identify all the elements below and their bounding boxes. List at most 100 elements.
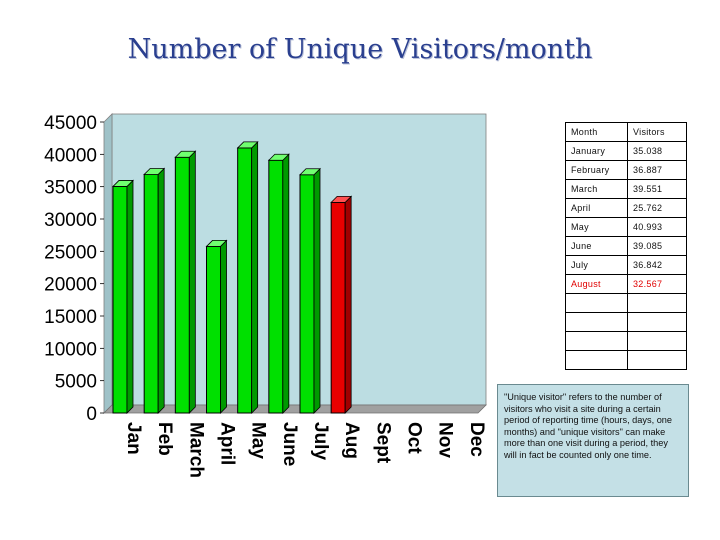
table-row [565, 350, 687, 370]
bar-top [174, 150, 197, 158]
bar-side [126, 179, 134, 414]
x-tick-label: Jan [123, 422, 144, 455]
bar-top [299, 168, 321, 176]
bar-top [330, 196, 353, 203]
y-tick-label: 45000 [44, 113, 97, 134]
y-axis-ticks: 45000 40000 35000 30000 25000 20000 15000 10000… [44, 113, 104, 425]
table-row [565, 293, 687, 313]
page-title: Number of Unique Visitors/month [127, 34, 593, 65]
table-header-row: Month Visitors [565, 122, 687, 142]
bar [236, 140, 259, 414]
table-cell: 39.085 [627, 236, 687, 256]
bar-top [112, 180, 134, 187]
x-tick-label: Oct [404, 422, 425, 454]
visitors-table: Month Visitors January 35.038 February 36.887… [565, 122, 687, 370]
bar-side [188, 150, 196, 414]
table-cell: 40.993 [627, 217, 687, 237]
table-cell: August [565, 274, 628, 294]
bar [267, 153, 290, 414]
table-cell: February [565, 160, 628, 180]
y-tick-label: 25000 [44, 242, 97, 263]
table-cell [565, 293, 628, 313]
table-cell: 32.567 [627, 274, 687, 294]
x-tick-label: Dec [466, 422, 487, 457]
table-cell: July [565, 255, 628, 275]
table-row: August 32.567 [565, 274, 687, 294]
table-cell [565, 350, 628, 370]
x-tick-label: May [248, 422, 269, 459]
bar-front [299, 174, 315, 414]
plot-side-wall [103, 113, 113, 414]
table-header-cell: Visitors [627, 122, 687, 142]
x-tick-label: March [185, 422, 206, 478]
bar-top [205, 240, 228, 247]
table-cell [627, 312, 687, 332]
plot-area [103, 113, 487, 414]
y-tick-label: 0 [86, 404, 97, 425]
bar-front [268, 159, 284, 414]
bar-front [112, 185, 128, 414]
table-row: June 39.085 [565, 236, 687, 256]
table-header-cell: Month [565, 122, 628, 142]
table-cell: 36.842 [627, 255, 687, 275]
bars [112, 140, 353, 414]
table-cell [627, 293, 687, 313]
x-tick-label: April [217, 422, 238, 465]
bar-side [313, 167, 321, 414]
x-tick-label: June [279, 422, 300, 466]
table-cell [565, 331, 628, 351]
y-tick-label: 30000 [44, 210, 97, 231]
bar-front [143, 173, 159, 414]
bar-front [237, 147, 253, 414]
bar-top [143, 168, 166, 175]
x-tick-label: Nov [435, 422, 456, 458]
bar [112, 179, 134, 414]
bar-side [251, 140, 259, 414]
table-cell: January [565, 141, 628, 161]
bar-front [174, 156, 190, 414]
table-row [565, 331, 687, 351]
y-tick-label: 10000 [44, 339, 97, 360]
x-axis-labels: Jan Feb March April May June July Aug Sept Oct Nov… [123, 422, 487, 478]
y-tick-label: 35000 [44, 178, 97, 199]
table-cell: 39.551 [627, 179, 687, 199]
bar-top [267, 153, 290, 161]
bar-side [220, 239, 227, 414]
table-cell [627, 350, 687, 370]
bar [299, 167, 321, 414]
x-tick-label: Aug [341, 422, 362, 459]
table-row: February 36.887 [565, 160, 687, 180]
x-tick-label: Feb [154, 422, 175, 456]
y-tick-label: 20000 [44, 275, 97, 296]
y-tick-label: 5000 [55, 372, 97, 393]
bar [330, 195, 353, 414]
table-row [565, 312, 687, 332]
table-row: January 35.038 [565, 141, 687, 161]
x-tick-label: Sept [372, 422, 393, 464]
bar [205, 239, 228, 414]
table-cell: March [565, 179, 628, 199]
table-cell: May [565, 217, 628, 237]
bar-top [236, 141, 259, 149]
bar [174, 150, 197, 414]
table-row: May 40.993 [565, 217, 687, 237]
table-cell: April [565, 198, 628, 218]
y-tick-label: 15000 [44, 307, 97, 328]
table-row: March 39.551 [565, 179, 687, 199]
bar-front [330, 201, 346, 414]
table-cell [565, 312, 628, 332]
table-cell: 35.038 [627, 141, 687, 161]
table-cell [627, 331, 687, 351]
table-cell: June [565, 236, 628, 256]
table-cell: 36.887 [627, 160, 687, 180]
plot-back-wall [111, 113, 487, 406]
bar-side [344, 195, 352, 414]
bar-side [282, 153, 290, 414]
table-row: April 25.762 [565, 198, 687, 218]
bar-front [206, 245, 221, 414]
bar [143, 167, 166, 414]
x-tick-label: July [310, 422, 331, 460]
bar-side [157, 167, 165, 414]
y-tick-label: 40000 [44, 145, 97, 166]
